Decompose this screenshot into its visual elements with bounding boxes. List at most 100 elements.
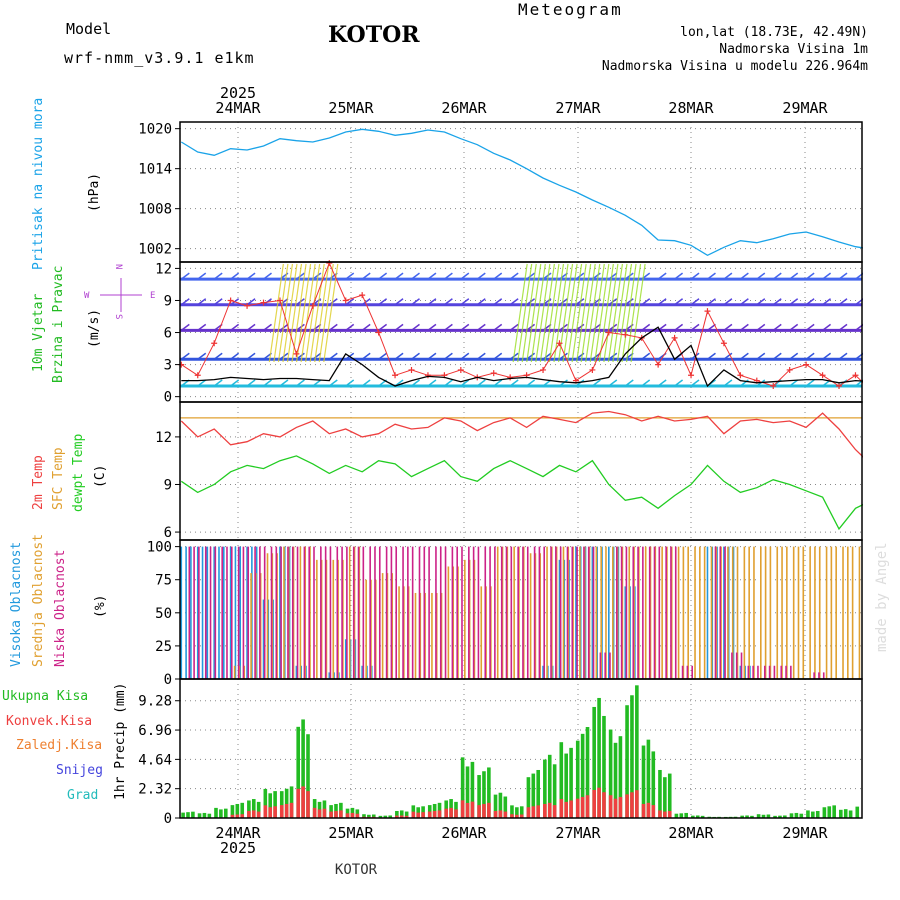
wind-gust-1-315 (580, 263, 596, 363)
precip-bar-1-7-1 (301, 786, 305, 818)
wind-gust-marker-3 (227, 297, 234, 304)
wind-gust-1-307 (571, 263, 587, 363)
wind-barb-3-0 (180, 298, 190, 306)
precip-bar-0-17-2 (470, 761, 475, 818)
precip-bar-0-27-1 (630, 695, 634, 818)
xtick-top-4: 28MAR (668, 99, 714, 117)
model-label: Model (66, 20, 112, 38)
wind-gust-1-327 (594, 263, 610, 363)
precip-bar-0-22-0 (543, 759, 547, 818)
precip-bar-0-25-1 (597, 697, 601, 818)
xtick-top-3: 27MAR (555, 99, 601, 117)
precip-bar-0-2-0 (214, 807, 218, 818)
precip-bar-1-15-2 (437, 810, 442, 818)
precip-bar-1-23-0 (559, 799, 564, 818)
precip-bar-0-17-1 (465, 766, 470, 818)
wind-barb-2-40 (838, 323, 848, 331)
wind-barb-3-16 (443, 298, 453, 306)
precip-bar-0-26-1 (613, 742, 618, 818)
product-title: Meteogram (518, 0, 623, 19)
wind-gust-marker-7 (293, 350, 300, 357)
wind-barb-0-26 (608, 379, 618, 387)
precip-bar-1-29-1 (663, 811, 667, 818)
wind-barb-0-33 (723, 379, 733, 387)
wind-gust-1-347 (616, 263, 633, 363)
ytick-label-4-4: 9.28 (138, 694, 172, 710)
precip-bar-1-22-2 (552, 805, 557, 818)
wind-barb-4-15 (427, 272, 437, 280)
wind-barb-2-28 (641, 323, 651, 331)
wind-gust-marker-2 (211, 340, 218, 347)
wind-barb-0-16 (443, 379, 453, 387)
precip-bar-1-27-0 (625, 794, 629, 818)
precip-bar-1-6-2 (289, 802, 294, 818)
xtick-bottom-4: 28MAR (668, 824, 714, 842)
precip-bar-1-19-0 (493, 810, 498, 818)
wind-barb-3-14 (411, 298, 420, 306)
wind-barb-3-20 (509, 298, 519, 306)
wind-barb-3-28 (641, 298, 651, 306)
precip-bar-1-10-2 (355, 813, 360, 818)
precip-unit: 1hr Precip (mm) (113, 683, 128, 800)
wind-barb-4-39 (822, 272, 832, 280)
wind-gust-0-76 (309, 263, 325, 363)
wind-barb-0-5 (263, 379, 272, 387)
precip-bar-0-20-1 (515, 807, 519, 818)
ytick-label-4-1: 2.32 (138, 782, 172, 798)
wind-barb-0-28 (641, 379, 651, 387)
precip-bar-1-27-2 (635, 790, 639, 818)
precip-bar-0-39-1 (827, 806, 832, 818)
ytick-label-0-1: 1008 (138, 202, 172, 218)
elevation-label: Nadmorska Visina 1m (719, 42, 868, 57)
precip-bar-0-26-2 (618, 736, 623, 818)
precip-bar-0-35-0 (756, 814, 761, 818)
xtick-bottom-1: 25MAR (328, 824, 374, 842)
precip-bar-1-10-0 (345, 813, 350, 818)
wind-gust-marker-8 (309, 302, 316, 309)
cloud-unit: (%) (93, 595, 108, 618)
wind-gust-1-303 (567, 263, 583, 363)
wind-barb-0-8 (312, 379, 322, 387)
wind-gust-marker-17 (457, 366, 464, 373)
precip-legend-hail: Grad (67, 788, 98, 803)
wind-barb-0-30 (674, 379, 684, 387)
wind-gust-marker-40 (836, 382, 843, 389)
wind-barb-2-30 (674, 323, 684, 331)
precip-bar-1-23-2 (569, 800, 573, 818)
right-mask (863, 120, 900, 820)
wind-barb-3-4 (246, 298, 256, 306)
precip-bar-0-34-2 (750, 815, 754, 818)
wind-gust-marker-23 (556, 340, 563, 347)
wind-barb-4-19 (493, 272, 503, 280)
ytick-label-1-4: 12 (155, 261, 172, 277)
wind-barb-1-39 (822, 352, 832, 360)
precip-bar-1-17-0 (460, 800, 465, 818)
precip-bar-0-3-2 (240, 802, 245, 818)
wind-barb-3-29 (657, 298, 667, 306)
wind-barb-3-13 (394, 298, 404, 306)
pressure-ylabel: Pritisak na nivou mora (31, 98, 46, 270)
wind-barb-2-33 (723, 323, 733, 331)
wind-barb-0-6 (279, 379, 289, 387)
wind-barb-2-10 (345, 323, 355, 331)
precip-bar-0-19-1 (498, 792, 503, 818)
precip-bar-0-19-2 (503, 796, 508, 818)
compass-s: S (113, 314, 123, 319)
precip-bar-0-4-1 (251, 799, 256, 818)
precip-bar-0-36-0 (773, 815, 777, 818)
wind-barb-1-22 (542, 352, 552, 360)
precip-bar-0-6-0 (279, 791, 284, 818)
precip-bar-0-21-0 (526, 777, 531, 818)
precip-bar-0-37-0 (789, 813, 794, 818)
wind-barb-2-18 (476, 323, 486, 331)
wind-barb-4-11 (361, 272, 371, 280)
wind-barb-4-4 (246, 272, 256, 280)
precip-bar-0-5-0 (263, 788, 268, 818)
wind-barb-2-0 (180, 323, 190, 331)
panel-frame-4 (179, 678, 863, 819)
ytick-label-1-2: 6 (164, 326, 172, 342)
xtick-bottom-3: 27MAR (555, 824, 601, 842)
precip-bar-1-20-2 (519, 814, 524, 818)
precip-bar-0-11-2 (371, 814, 376, 818)
precip-bar-0-18-2 (487, 767, 491, 818)
